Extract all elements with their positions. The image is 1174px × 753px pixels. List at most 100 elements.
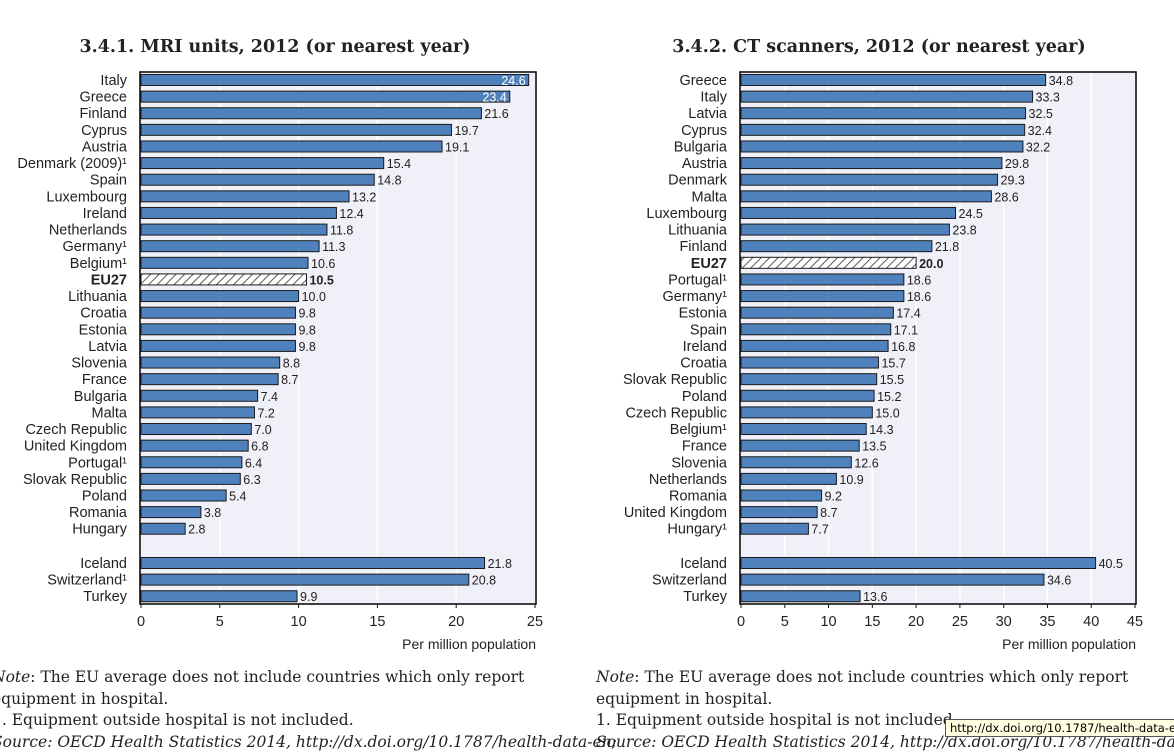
category-label: Estonia [79, 322, 128, 338]
value-label: 8.8 [283, 357, 300, 371]
category-label: Denmark (2009)¹ [17, 156, 127, 172]
category-label: Malta [92, 405, 128, 421]
category-label: Austria [682, 156, 728, 172]
value-label: 18.6 [907, 290, 931, 304]
category-label: Hungary [72, 522, 128, 538]
bar-austria [740, 157, 1003, 170]
link-tooltip: http://dx.doi.org/10.1787/health-data-en [945, 719, 1174, 737]
x-tick-label: 45 [1127, 614, 1143, 630]
x-tick-label: 10 [291, 614, 307, 630]
value-label: 10.9 [839, 473, 863, 487]
bar-estonia [740, 306, 894, 319]
category-label: EU27 [691, 256, 727, 272]
value-label: 11.3 [322, 240, 345, 254]
note-text-cont: equipment in hospital. [596, 690, 773, 708]
value-label: 18.6 [907, 273, 931, 287]
value-label: 6.3 [243, 473, 260, 487]
value-label: 32.2 [1026, 140, 1050, 154]
x-axis-title: Per million population [1002, 636, 1136, 652]
bar-poland [140, 489, 227, 502]
category-label: Germany¹ [63, 239, 128, 255]
category-label: Slovenia [71, 356, 128, 372]
value-label: 9.8 [298, 307, 315, 321]
category-label: France [682, 439, 727, 455]
bar-germany- [740, 290, 905, 303]
plot-frame [139, 71, 537, 605]
bar-italy [740, 90, 1034, 103]
value-label: 15.4 [387, 157, 411, 171]
category-label: Latvia [88, 339, 128, 355]
category-label: Denmark [668, 173, 728, 189]
value-label: 13.5 [862, 440, 886, 454]
x-tick-label: 0 [137, 614, 145, 630]
bar-switzerland- [140, 573, 470, 586]
x-tick-label: 15 [864, 614, 880, 630]
chart-2: 3.4.2. CT scanners, 2012 (or nearest yea… [623, 37, 1143, 652]
category-label: United Kingdom [24, 439, 127, 455]
bar-france [740, 439, 860, 452]
bar-lithuania [740, 223, 950, 236]
bar-ireland [740, 339, 889, 352]
value-label: 8.7 [281, 373, 298, 387]
value-label: 20.0 [919, 257, 943, 271]
value-label: 5.4 [229, 490, 246, 504]
category-label: Netherlands [649, 472, 727, 488]
category-label: Turkey [83, 589, 128, 605]
category-label: Germany¹ [663, 289, 728, 305]
bar-denmark [740, 173, 999, 186]
value-label: 11.8 [330, 224, 353, 238]
bar-estonia [140, 323, 296, 336]
chart2-note: Note: The EU average does not include co… [596, 666, 1128, 688]
category-label: Cyprus [681, 123, 727, 139]
bar-portugal- [740, 273, 905, 286]
category-label: Belgium¹ [70, 256, 127, 272]
bar-bulgaria [140, 389, 259, 402]
category-label: France [82, 372, 127, 388]
bar-portugal- [140, 456, 243, 469]
value-label: 13.6 [863, 590, 887, 604]
value-label: 9.9 [300, 590, 317, 604]
category-label: Estonia [679, 306, 728, 322]
value-label: 17.4 [896, 307, 920, 321]
category-label: Switzerland [652, 573, 727, 589]
bar-slovenia [740, 456, 852, 469]
chart-title: 3.4.1. MRI units, 2012 (or nearest year) [79, 37, 470, 57]
chart2-footnote: 1. Equipment outside hospital is not inc… [596, 709, 958, 731]
category-label: Slovak Republic [23, 472, 127, 488]
bar-netherlands [740, 472, 837, 485]
category-label: Italy [700, 90, 727, 106]
bar-hungary [140, 522, 186, 535]
value-label: 33.3 [1036, 91, 1060, 105]
category-label: Luxembourg [46, 189, 127, 205]
bar-cyprus [740, 123, 1026, 136]
value-label: 29.3 [1001, 174, 1025, 188]
category-label: Poland [682, 389, 727, 405]
category-label: Ireland [83, 206, 127, 222]
value-label: 24.5 [959, 207, 983, 221]
bar-latvia [140, 339, 296, 352]
bar-united-kingdom [740, 506, 818, 519]
value-label: 9.8 [298, 340, 315, 354]
bar-romania [740, 489, 823, 502]
value-label: 32.5 [1029, 107, 1053, 121]
x-tick-label: 0 [737, 614, 745, 630]
category-label: Croatia [680, 356, 728, 372]
bar-croatia [140, 306, 296, 319]
value-label: 19.1 [445, 140, 469, 154]
bar-malta [740, 190, 992, 203]
category-label: Spain [90, 173, 127, 189]
bar-united-kingdom [140, 439, 249, 452]
value-label: 20.8 [472, 574, 496, 588]
note-text-cont: equipment in hospital. [0, 690, 169, 708]
source-text[interactable]: : OECD Health Statistics 2014, http://dx… [47, 733, 617, 751]
note-text: : The EU average does not include countr… [634, 668, 1129, 686]
value-label: 12.6 [854, 456, 878, 470]
bar-bulgaria [740, 140, 1024, 153]
category-label: Belgium¹ [670, 422, 727, 438]
category-label: Romania [669, 489, 728, 505]
value-label: 14.3 [869, 423, 893, 437]
note-label: Note [0, 668, 31, 686]
bar-romania [140, 506, 202, 519]
category-label: EU27 [91, 272, 127, 288]
chart1-note: Note: The EU average does not include co… [0, 666, 524, 688]
